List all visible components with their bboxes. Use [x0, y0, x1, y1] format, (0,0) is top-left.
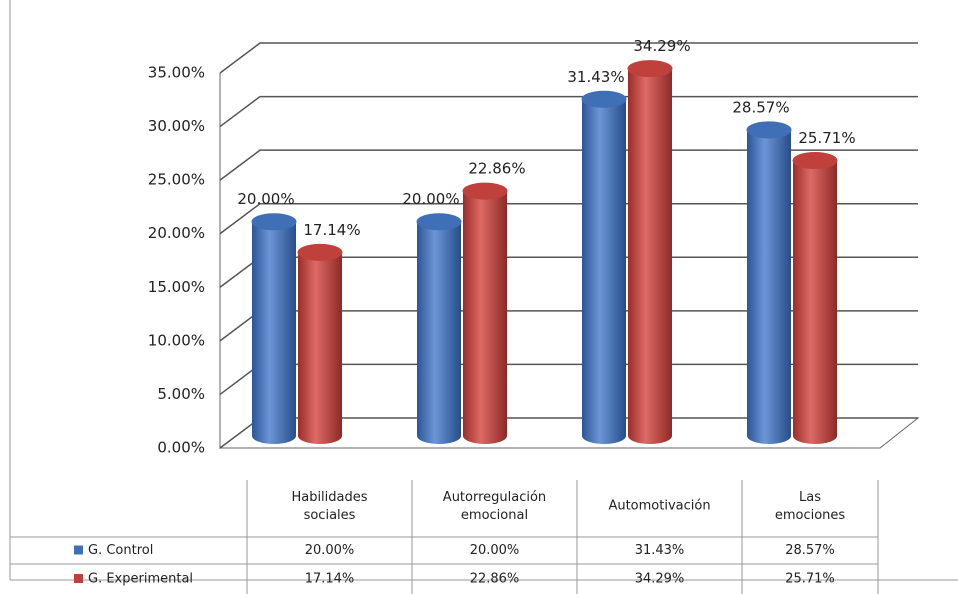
bar — [463, 183, 507, 445]
data-label: 25.71% — [798, 129, 855, 147]
legend-marker — [74, 545, 83, 555]
data-label: 34.29% — [633, 37, 690, 55]
bar-top — [297, 243, 343, 261]
x-tick-label: Las emociones — [775, 490, 846, 523]
data-label: 28.57% — [732, 98, 789, 116]
data-label: 17.14% — [303, 221, 360, 239]
table-cell: 20.00% — [470, 543, 520, 558]
bar-top — [251, 213, 297, 231]
table-cell: 17.14% — [305, 572, 355, 587]
y-tick-label: 0.00% — [157, 439, 205, 457]
y-tick-label: 5.00% — [157, 385, 205, 403]
legend-label: G. Control — [88, 543, 153, 558]
legend-label: G. Experimental — [88, 572, 193, 587]
bar-top — [462, 182, 508, 200]
bar — [582, 91, 626, 444]
y-tick-label: 25.00% — [148, 171, 205, 189]
bar — [252, 213, 296, 444]
y-tick-label: 10.00% — [148, 331, 205, 349]
table-cell: 31.43% — [635, 543, 685, 558]
bar-top — [581, 90, 627, 108]
table-cell: 25.71% — [785, 572, 835, 587]
bar-top — [627, 60, 673, 78]
data-label: 20.00% — [237, 190, 294, 208]
bar — [747, 121, 791, 444]
grid-line — [219, 149, 918, 181]
bar — [628, 60, 672, 444]
bar-top — [792, 152, 838, 170]
grid-line — [219, 202, 918, 235]
bar — [793, 152, 837, 445]
x-tick-label: Automotivación — [608, 499, 710, 514]
y-tick-label: 30.00% — [148, 117, 205, 135]
table-cell: 22.86% — [470, 572, 520, 587]
grid-line — [219, 42, 918, 74]
y-tick-label: 20.00% — [148, 224, 205, 242]
bar — [417, 213, 461, 444]
x-tick-label: Habilidades sociales — [291, 490, 367, 523]
table-cell: 28.57% — [785, 543, 835, 558]
table-cell: 20.00% — [305, 543, 355, 558]
y-tick-label: 15.00% — [148, 278, 205, 296]
legend-marker — [74, 574, 83, 583]
bar — [298, 244, 342, 444]
data-label: 22.86% — [468, 160, 525, 178]
data-label: 20.00% — [402, 190, 459, 208]
bar-top — [746, 121, 792, 139]
grid-line — [219, 95, 918, 128]
y-tick-label: 35.00% — [148, 64, 205, 82]
table-cell: 34.29% — [635, 572, 685, 587]
data-label: 31.43% — [567, 68, 624, 86]
x-tick-label: Autorregulación emocional — [443, 490, 546, 523]
bar-top — [416, 213, 462, 231]
